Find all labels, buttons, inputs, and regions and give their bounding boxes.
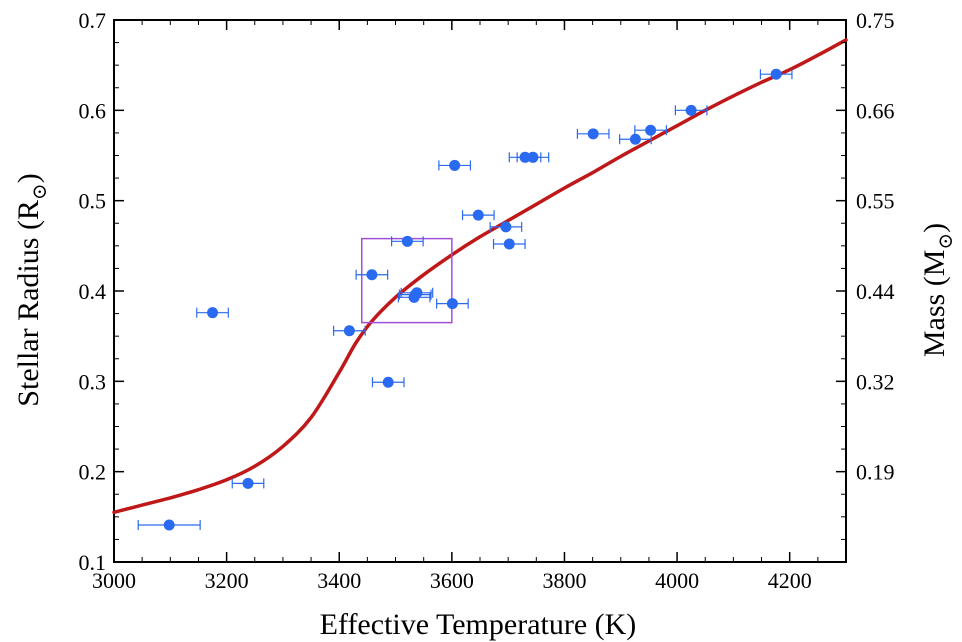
y2-tick-label: 0.44 — [856, 279, 895, 304]
y-tick-label: 0.4 — [79, 279, 107, 304]
data-point-group — [492, 238, 526, 250]
data-point-group — [489, 221, 523, 233]
data-point-group — [634, 124, 667, 136]
data-point — [500, 221, 512, 233]
y2-tick-label: 0.55 — [856, 189, 895, 214]
y-axis-title-sun-symbol: ⊙ — [29, 183, 51, 200]
x-tick-label: 3400 — [317, 568, 361, 593]
data-point — [366, 269, 378, 281]
data-points-layer — [137, 68, 793, 531]
fit-curve — [112, 38, 848, 515]
x-tick-label: 3000 — [92, 568, 136, 593]
data-point-group — [137, 519, 201, 531]
data-point — [527, 151, 539, 163]
y2-tick-label: 0.66 — [856, 98, 895, 123]
data-point — [382, 376, 394, 388]
fit-curve-layer — [112, 38, 848, 515]
data-point — [163, 519, 175, 531]
y-tick-label: 0.1 — [79, 550, 107, 575]
x-axis-title: Effective Temperature (K) — [320, 608, 637, 641]
x-tick-label: 3600 — [430, 568, 474, 593]
y2-axis-title-text: Mass (M — [918, 250, 951, 358]
data-point-group — [231, 477, 265, 489]
data-point — [343, 325, 355, 337]
data-point — [449, 159, 461, 171]
data-point — [685, 104, 697, 116]
highlight-box-layer — [361, 237, 453, 324]
data-point-group — [355, 269, 389, 281]
data-point — [446, 298, 458, 310]
y-tick-label: 0.5 — [79, 189, 107, 214]
data-point-group — [333, 325, 366, 337]
data-point-group — [759, 68, 793, 80]
y2-axis-title-close: ) — [918, 223, 951, 233]
data-point — [629, 133, 641, 145]
data-point-group — [400, 287, 434, 299]
highlight-box — [361, 237, 453, 324]
x-tick-label: 4000 — [655, 568, 699, 593]
data-point-group — [371, 376, 405, 388]
y-axis-title-text: Stellar Radius (R — [12, 200, 45, 407]
data-point-group — [576, 128, 610, 140]
data-point-group — [436, 298, 469, 310]
data-point-group — [461, 209, 495, 221]
y-tick-label: 0.7 — [79, 8, 107, 33]
y-tick-label: 0.2 — [79, 460, 107, 485]
data-point — [587, 128, 599, 140]
x-tick-label: 4200 — [768, 568, 812, 593]
data-point — [401, 235, 413, 247]
y2-axis-title: Mass (M⊙) — [918, 223, 957, 357]
data-point — [242, 477, 254, 489]
y2-tick-label: 0.75 — [856, 8, 895, 33]
y-tick-label: 0.6 — [79, 98, 107, 123]
data-point-group — [674, 104, 708, 116]
data-point-group — [390, 235, 424, 247]
y2-tick-label: 0.19 — [856, 460, 895, 485]
y2-axis-title-sun-symbol: ⊙ — [935, 233, 957, 250]
data-point — [207, 307, 219, 319]
y-axis-title: Stellar Radius (R⊙) — [12, 173, 51, 406]
data-point-group — [619, 133, 652, 145]
data-point-group — [516, 151, 550, 163]
x-tick-label: 3800 — [542, 568, 586, 593]
data-point — [411, 287, 423, 299]
data-point — [472, 209, 484, 221]
axis-ticks-layer: 3000 3200 3400 3600 3800 4000 4200 0.1 0.2 0.3 0.4… — [79, 8, 895, 593]
data-point — [645, 124, 657, 136]
x-tick-label: 3200 — [205, 568, 249, 593]
y-axis-title-close: ) — [12, 173, 45, 183]
data-point-group — [196, 307, 229, 319]
data-point — [503, 238, 515, 250]
data-point-group — [438, 159, 472, 171]
y2-tick-label: 0.32 — [856, 369, 895, 394]
data-point — [770, 68, 782, 80]
y-tick-label: 0.3 — [79, 369, 107, 394]
